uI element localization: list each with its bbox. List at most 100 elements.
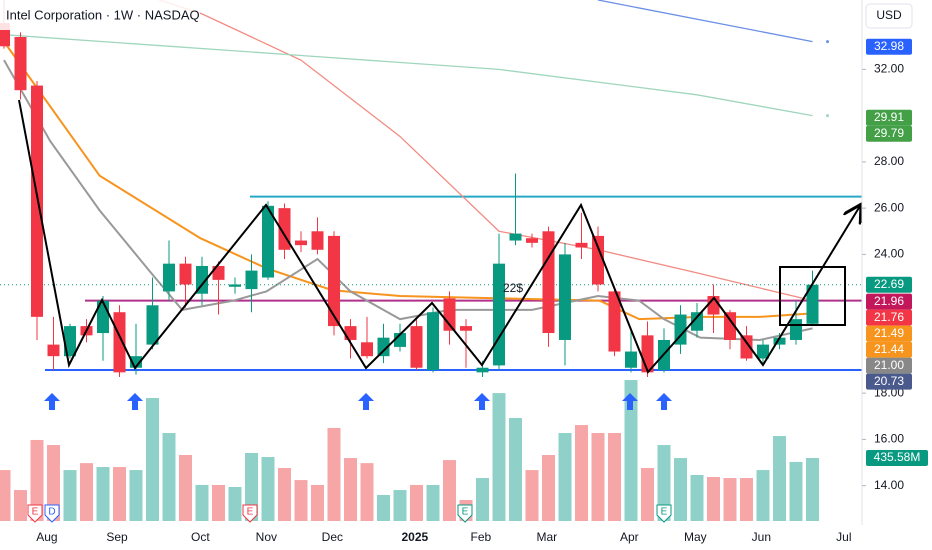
- price-tag: [866, 109, 912, 126]
- candle-body: [476, 367, 489, 373]
- candle-body: [31, 85, 43, 317]
- price-tag-label: 29.91: [874, 110, 904, 124]
- x-tick-label: May: [684, 530, 707, 544]
- x-tick-label: Jun: [752, 530, 771, 544]
- volume-bar: [195, 484, 209, 521]
- indicator-line: [3, 41, 813, 321]
- y-tick-label: 24.00: [874, 247, 904, 261]
- candle-body: [526, 238, 538, 243]
- volume-bar: [492, 393, 506, 521]
- event-icon: [44, 504, 60, 523]
- volume-bar: [641, 468, 654, 521]
- price-tag: [866, 373, 912, 390]
- volume-bar: [360, 463, 374, 521]
- volume-bar: [14, 490, 27, 521]
- indicator-line: [3, 34, 813, 117]
- x-tick-label: Sep: [106, 530, 128, 544]
- candle-body: [179, 263, 192, 285]
- candle-body: [0, 23, 10, 47]
- volume-bar: [591, 433, 605, 521]
- candle-body: [493, 263, 505, 366]
- volume-bar: [162, 433, 176, 521]
- x-tick-label: 2025: [401, 530, 428, 544]
- zigzag: [18, 99, 860, 374]
- event-label: E: [462, 507, 469, 518]
- candle-body: [740, 335, 753, 359]
- candle-body: [410, 326, 423, 368]
- box: [779, 266, 846, 326]
- series-end-dot: [826, 40, 829, 44]
- volume-bar: [773, 436, 786, 521]
- volume-bar: [311, 484, 324, 521]
- candle-body: [113, 312, 126, 373]
- candle-body: [443, 298, 456, 331]
- y-tick-label: 28.00: [874, 154, 904, 168]
- candle-body: [691, 312, 703, 331]
- event-icon: [27, 504, 43, 523]
- price-tag-label: 29.79: [874, 126, 904, 140]
- event-icon: [457, 504, 473, 523]
- volume-bar: [542, 455, 555, 521]
- candle-body: [47, 344, 60, 357]
- series-end-dot: [826, 114, 829, 118]
- candle-body: [542, 231, 555, 334]
- y-tick-label: 16.00: [874, 432, 904, 446]
- volume-bar: [740, 478, 753, 521]
- volume-bar: [410, 484, 423, 521]
- volume-bar: [212, 484, 225, 521]
- candle-body: [460, 326, 472, 331]
- chart-title: Intel Corporation · 1W · NASDAQ: [6, 7, 200, 22]
- candle-body: [328, 235, 340, 327]
- up-arrow: [358, 393, 374, 410]
- volume-bar: [96, 467, 110, 521]
- candle-body: [575, 242, 588, 248]
- candle-body: [311, 231, 324, 250]
- candle-body: [146, 305, 159, 345]
- event-icon: [242, 504, 258, 523]
- volume-bar: [377, 494, 390, 521]
- price-tag: [866, 293, 912, 310]
- price-tag: [866, 357, 912, 374]
- candle-body: [724, 312, 736, 340]
- candle-body: [229, 284, 241, 287]
- volume-bar: [690, 474, 704, 521]
- candle-body: [608, 291, 621, 352]
- up-arrows: [44, 393, 672, 410]
- volume-bar: [575, 425, 588, 521]
- up-arrow: [44, 393, 60, 410]
- candle-body: [509, 233, 522, 241]
- candle-body: [212, 265, 225, 280]
- candle-body: [559, 254, 571, 340]
- x-tick-label: Oct: [191, 530, 210, 544]
- y-tick-label: 14.00: [874, 478, 904, 492]
- candle-body: [130, 356, 142, 368]
- volume-bar: [525, 470, 539, 521]
- candle-body: [790, 319, 802, 340]
- candle-body: [427, 312, 439, 371]
- header-bg: [0, 0, 200, 30]
- x-tick-label: Feb: [471, 530, 492, 544]
- volume-bar: [789, 461, 803, 521]
- volume-bar: [344, 458, 357, 521]
- event-label: E: [247, 507, 254, 518]
- volume-tag: [866, 449, 928, 466]
- currency[interactable]: USD: [876, 8, 902, 22]
- price-tag-label: 21.00: [874, 358, 904, 372]
- price-tag: [866, 276, 912, 293]
- price-axis: [862, 0, 932, 550]
- currency-button[interactable]: [865, 3, 913, 29]
- volume-bar: [608, 433, 621, 521]
- volume-tag-label: 435.58M: [874, 450, 921, 464]
- volume-bar: [443, 460, 456, 521]
- up-arrow: [127, 393, 143, 410]
- volume-bar: [806, 457, 819, 521]
- volume-layer: [0, 380, 819, 521]
- indicator-line: [3, 59, 813, 341]
- up-arrow: [656, 393, 672, 410]
- x-tick-label: Mar: [537, 530, 558, 544]
- price-tag-label: 32.98: [874, 39, 904, 53]
